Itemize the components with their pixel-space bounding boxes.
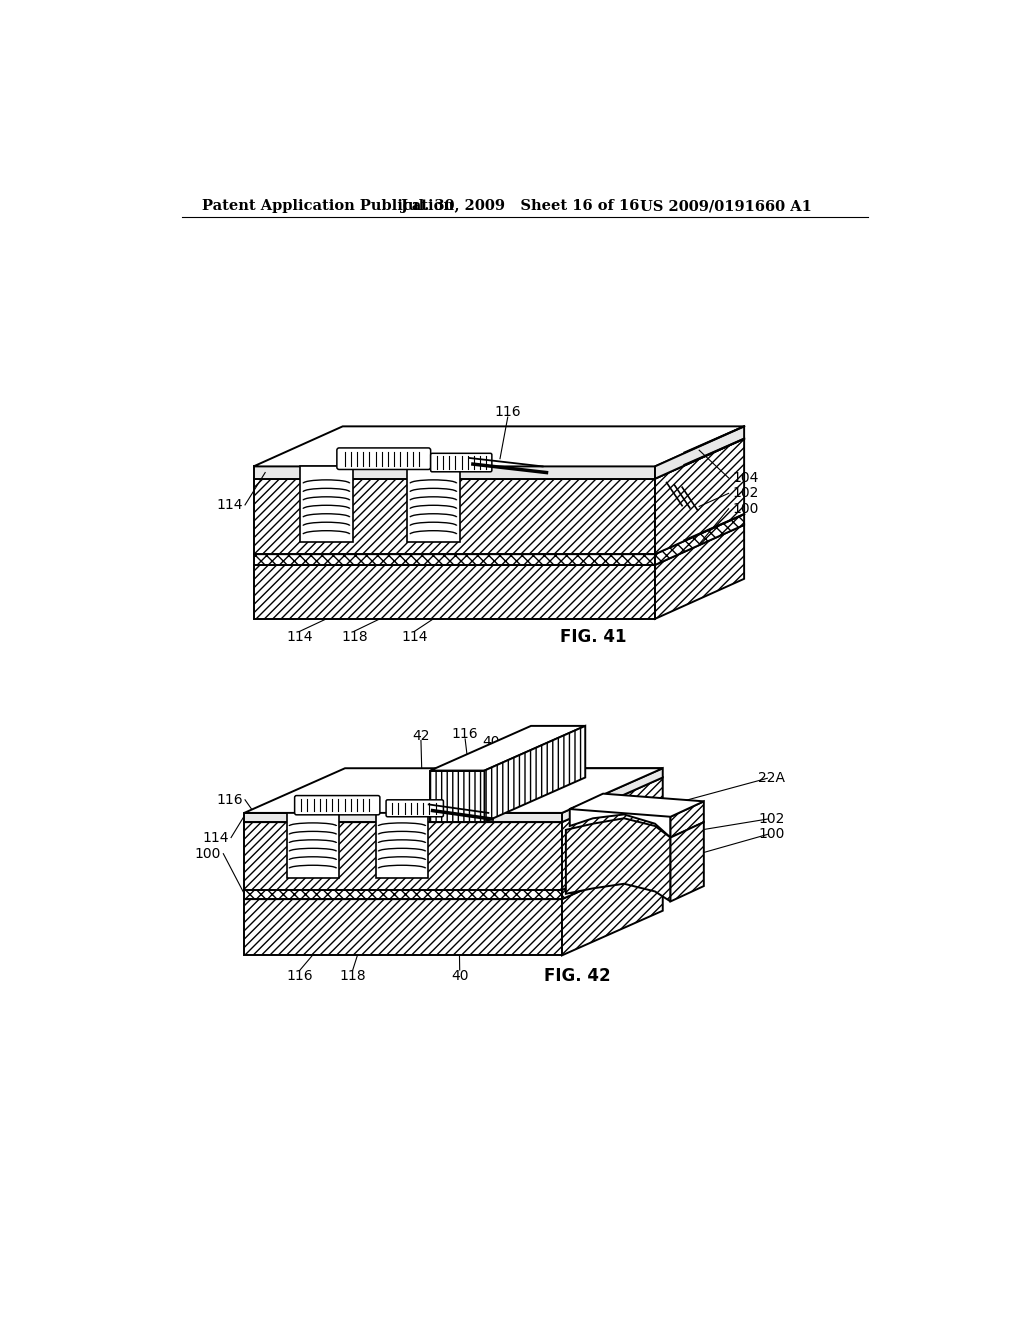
Polygon shape	[287, 813, 339, 878]
Polygon shape	[254, 525, 744, 565]
Polygon shape	[562, 768, 663, 822]
Text: 100: 100	[758, 828, 784, 841]
Polygon shape	[254, 554, 655, 565]
Polygon shape	[430, 771, 484, 822]
Polygon shape	[245, 845, 663, 890]
Polygon shape	[245, 813, 562, 822]
Text: 102: 102	[732, 486, 759, 500]
Polygon shape	[254, 515, 744, 554]
Polygon shape	[562, 777, 663, 890]
Polygon shape	[671, 801, 703, 838]
Polygon shape	[245, 854, 663, 899]
Polygon shape	[245, 899, 562, 956]
Text: 114: 114	[401, 631, 428, 644]
Text: 100: 100	[732, 502, 759, 516]
Text: 116: 116	[452, 727, 478, 742]
FancyBboxPatch shape	[431, 453, 492, 471]
Polygon shape	[254, 479, 655, 554]
Text: 42: 42	[413, 729, 430, 743]
Polygon shape	[376, 813, 428, 878]
Polygon shape	[655, 515, 744, 565]
Polygon shape	[655, 525, 744, 619]
Polygon shape	[245, 822, 562, 890]
Polygon shape	[254, 565, 655, 619]
Text: 104: 104	[732, 471, 759, 484]
Polygon shape	[484, 813, 562, 822]
Polygon shape	[254, 426, 744, 466]
Polygon shape	[245, 890, 562, 899]
Text: FIG. 42: FIG. 42	[544, 968, 610, 985]
Text: 118: 118	[339, 969, 366, 983]
Polygon shape	[430, 726, 586, 771]
Polygon shape	[566, 818, 671, 902]
Text: 42: 42	[265, 813, 283, 828]
Text: 22A: 22A	[758, 771, 784, 785]
Polygon shape	[484, 726, 586, 822]
Text: 40: 40	[451, 969, 468, 983]
Polygon shape	[569, 797, 671, 838]
Text: 118: 118	[341, 631, 368, 644]
FancyBboxPatch shape	[295, 796, 380, 814]
Text: 114: 114	[216, 498, 243, 512]
FancyBboxPatch shape	[337, 447, 431, 470]
Polygon shape	[655, 438, 744, 554]
Text: 116: 116	[216, 793, 243, 807]
Text: 116: 116	[495, 405, 521, 420]
Polygon shape	[300, 466, 352, 543]
Polygon shape	[569, 793, 703, 817]
Polygon shape	[245, 768, 663, 813]
Text: 114: 114	[203, 830, 228, 845]
Text: Patent Application Publication: Patent Application Publication	[202, 199, 454, 213]
Text: Jul. 30, 2009   Sheet 16 of 16: Jul. 30, 2009 Sheet 16 of 16	[400, 199, 639, 213]
Text: 116: 116	[287, 969, 313, 983]
Polygon shape	[245, 777, 663, 822]
Polygon shape	[671, 822, 703, 902]
Text: 102: 102	[758, 812, 784, 826]
Text: FIG. 41: FIG. 41	[560, 628, 627, 647]
Text: 100: 100	[195, 846, 221, 861]
Text: US 2009/0191660 A1: US 2009/0191660 A1	[640, 199, 811, 213]
Polygon shape	[254, 438, 744, 479]
Text: 114: 114	[287, 631, 313, 644]
Polygon shape	[407, 466, 460, 543]
Polygon shape	[562, 845, 663, 899]
Polygon shape	[254, 466, 655, 479]
Text: 40: 40	[482, 735, 500, 748]
Polygon shape	[484, 768, 663, 813]
Polygon shape	[655, 426, 744, 479]
Polygon shape	[562, 854, 663, 956]
FancyBboxPatch shape	[386, 800, 443, 817]
